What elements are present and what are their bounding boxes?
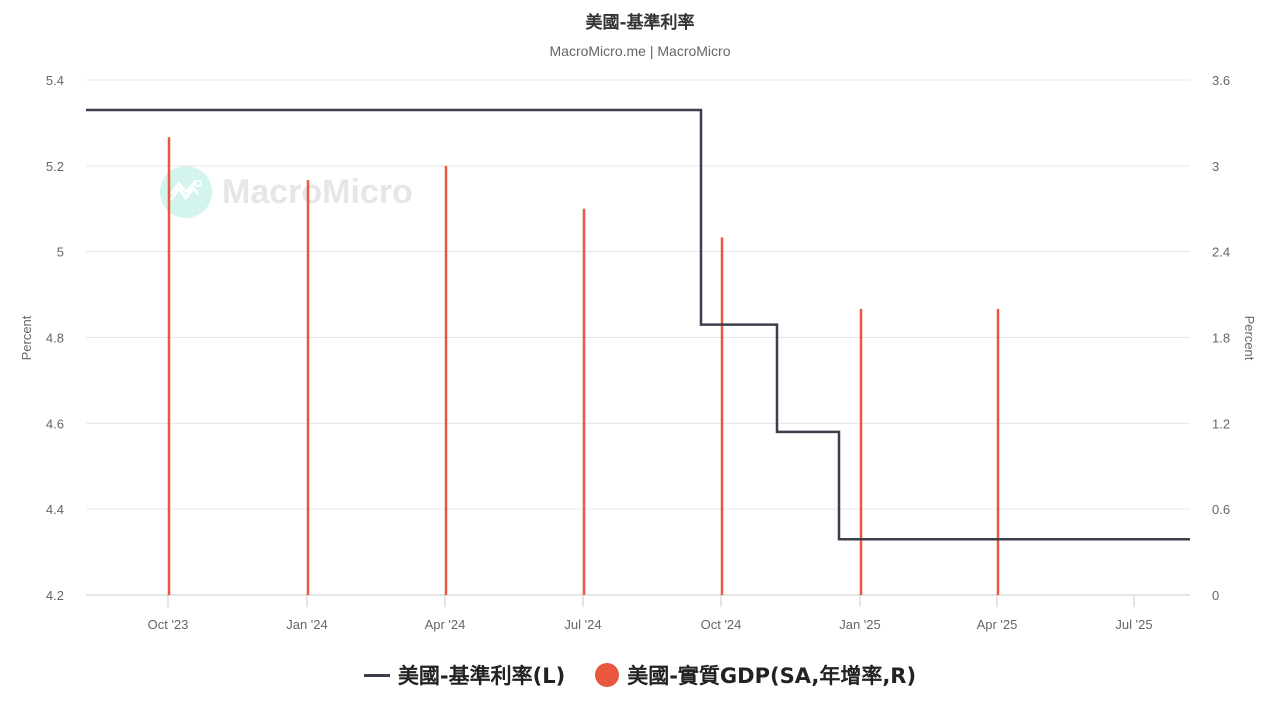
legend-label: 美國-實質GDP(SA,年增率,R) — [627, 664, 917, 688]
legend-item-rate[interactable]: 美國-基準利率(L) — [363, 660, 566, 690]
x-tick-label: Jan '24 — [286, 617, 328, 632]
x-axis-ticks: Oct '23 Jan '24 Apr '24 Jul '24 Oct '24 Jan '… — [148, 595, 1153, 632]
legend-item-gdp[interactable]: 美國-實質GDP(SA,年增率,R) — [595, 660, 916, 690]
left-tick-label: 4.4 — [46, 502, 64, 517]
right-tick-label: 3.6 — [1212, 73, 1230, 88]
chart-subtitle: MacroMicro.me | MacroMicro — [549, 43, 731, 59]
left-axis-title: Percent — [19, 315, 34, 360]
right-tick-label: 1.8 — [1212, 331, 1230, 346]
x-tick-label: Jan '25 — [839, 617, 881, 632]
legend-label: 美國-基準利率(L) — [397, 664, 566, 688]
left-tick-label: 5 — [57, 245, 64, 260]
left-tick-label: 4.8 — [46, 331, 64, 346]
right-axis-ticks: 3.6 3 2.4 1.8 1.2 0.6 0 — [1212, 73, 1230, 603]
right-tick-label: 1.2 — [1212, 416, 1230, 431]
x-tick-label: Oct '23 — [148, 617, 189, 632]
gridlines — [86, 79, 1190, 596]
right-tick-label: 2.4 — [1212, 245, 1230, 260]
left-tick-label: 5.4 — [46, 73, 64, 88]
left-tick-label: 4.6 — [46, 416, 64, 431]
x-tick-label: Apr '24 — [425, 617, 466, 632]
x-tick-label: Jul '25 — [1115, 617, 1152, 632]
circle-marker-icon — [595, 663, 620, 687]
x-tick-label: Jul '24 — [564, 617, 601, 632]
right-tick-label: 0 — [1212, 588, 1219, 603]
left-tick-label: 5.2 — [46, 159, 64, 174]
line-marker-icon — [363, 673, 390, 677]
gdp-bars[interactable] — [167, 137, 1000, 595]
right-axis-title: Percent — [1242, 316, 1257, 361]
watermark-text: MacroMicro — [222, 172, 413, 211]
legend: 美國-基準利率(L) 美國-實質GDP(SA,年增率,R) — [0, 660, 1280, 690]
rate-step-line[interactable] — [86, 108, 1190, 541]
left-axis-ticks: 5.4 5.2 5 4.8 4.6 4.4 4.2 — [46, 73, 64, 603]
right-tick-label: 3 — [1212, 159, 1219, 174]
watermark: MacroMicro — [160, 166, 413, 218]
chart-title: 美國-基準利率 — [585, 13, 695, 33]
x-tick-label: Apr '25 — [977, 617, 1018, 632]
right-tick-label: 0.6 — [1212, 502, 1230, 517]
x-tick-label: Oct '24 — [701, 617, 742, 632]
left-tick-label: 4.2 — [46, 588, 64, 603]
